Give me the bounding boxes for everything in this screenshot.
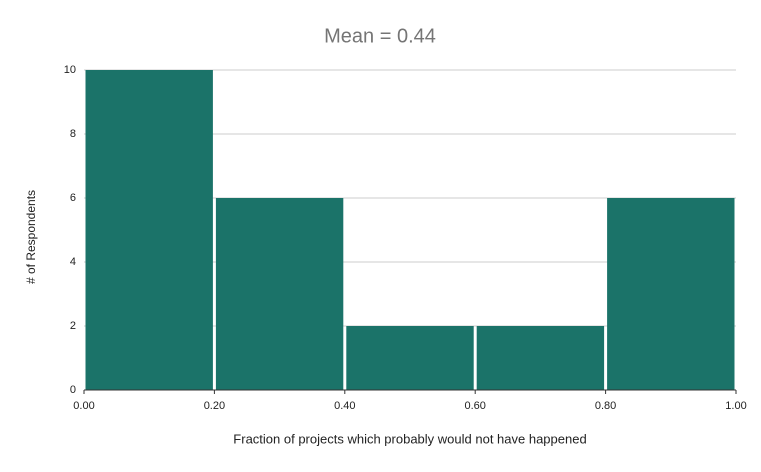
y-tick-label: 4 xyxy=(70,256,76,268)
x-tick-label: 0.60 xyxy=(464,400,485,412)
y-tick-label: 8 xyxy=(70,128,76,140)
bar xyxy=(215,198,344,390)
x-tick-label: 0.00 xyxy=(73,400,94,412)
bar xyxy=(607,198,735,390)
y-axis-label: # of Respondents xyxy=(24,190,38,284)
x-tick-label: 0.20 xyxy=(204,400,225,412)
chart-title: Mean = 0.44 xyxy=(324,25,436,47)
x-tick-label: 0.80 xyxy=(595,400,616,412)
y-tick-label: 10 xyxy=(64,64,76,76)
bar xyxy=(476,326,605,390)
y-tick-label: 0 xyxy=(70,384,76,396)
y-tick-label: 2 xyxy=(70,320,76,332)
bar xyxy=(346,326,474,390)
bar xyxy=(85,70,213,390)
x-tick-label: 0.40 xyxy=(334,400,355,412)
y-tick-label: 6 xyxy=(70,192,76,204)
x-axis-label: Fraction of projects which probably woul… xyxy=(233,431,586,446)
x-tick-label: 1.00 xyxy=(725,400,746,412)
